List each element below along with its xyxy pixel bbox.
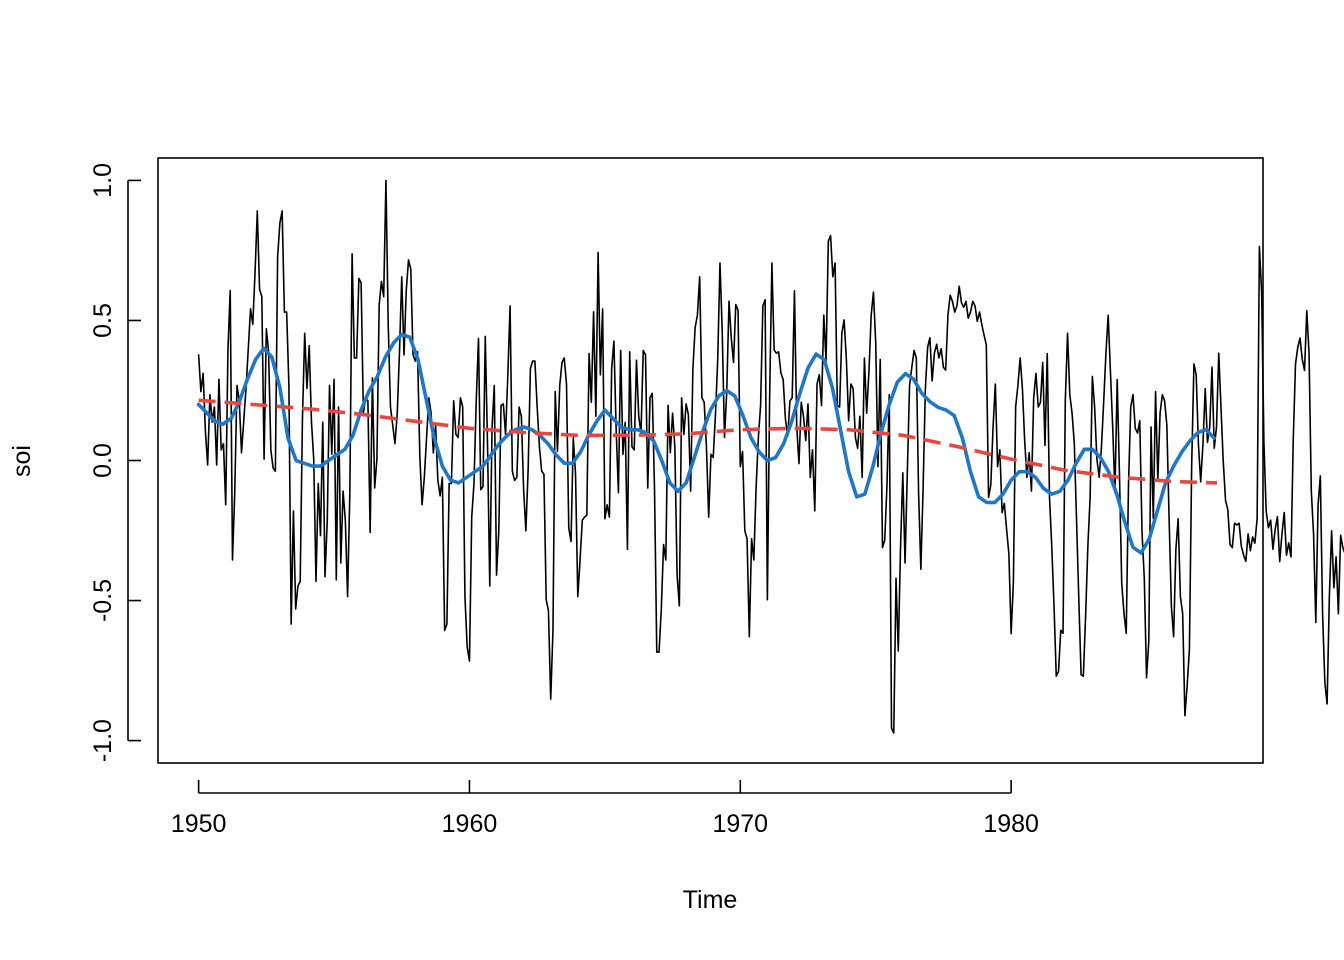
x-tick-label: 1970	[712, 810, 768, 838]
series-layer	[196, 179, 1344, 734]
y-tick-label: -0.5	[89, 579, 117, 622]
x-tick-label: 1960	[442, 810, 498, 838]
plot-frame	[157, 157, 1264, 764]
x-tick-label: 1950	[171, 810, 227, 838]
series-line-trend	[198, 398, 1218, 485]
y-tick-label: -1.0	[89, 719, 117, 762]
x-tick-label: 1980	[983, 810, 1039, 838]
y-tick-label: 0.0	[89, 443, 117, 478]
y-tick-label: 1.0	[89, 163, 117, 198]
y-tick-label: 0.5	[89, 303, 117, 338]
x-axis: 1950 1960 1970 1980	[171, 780, 1039, 838]
x-axis-title: Time	[683, 886, 738, 914]
series-line-smooth	[196, 332, 1217, 555]
y-axis-title: soi	[8, 445, 36, 477]
y-axis: -1.0 -0.5 0.0 0.5 1.0	[89, 163, 141, 762]
